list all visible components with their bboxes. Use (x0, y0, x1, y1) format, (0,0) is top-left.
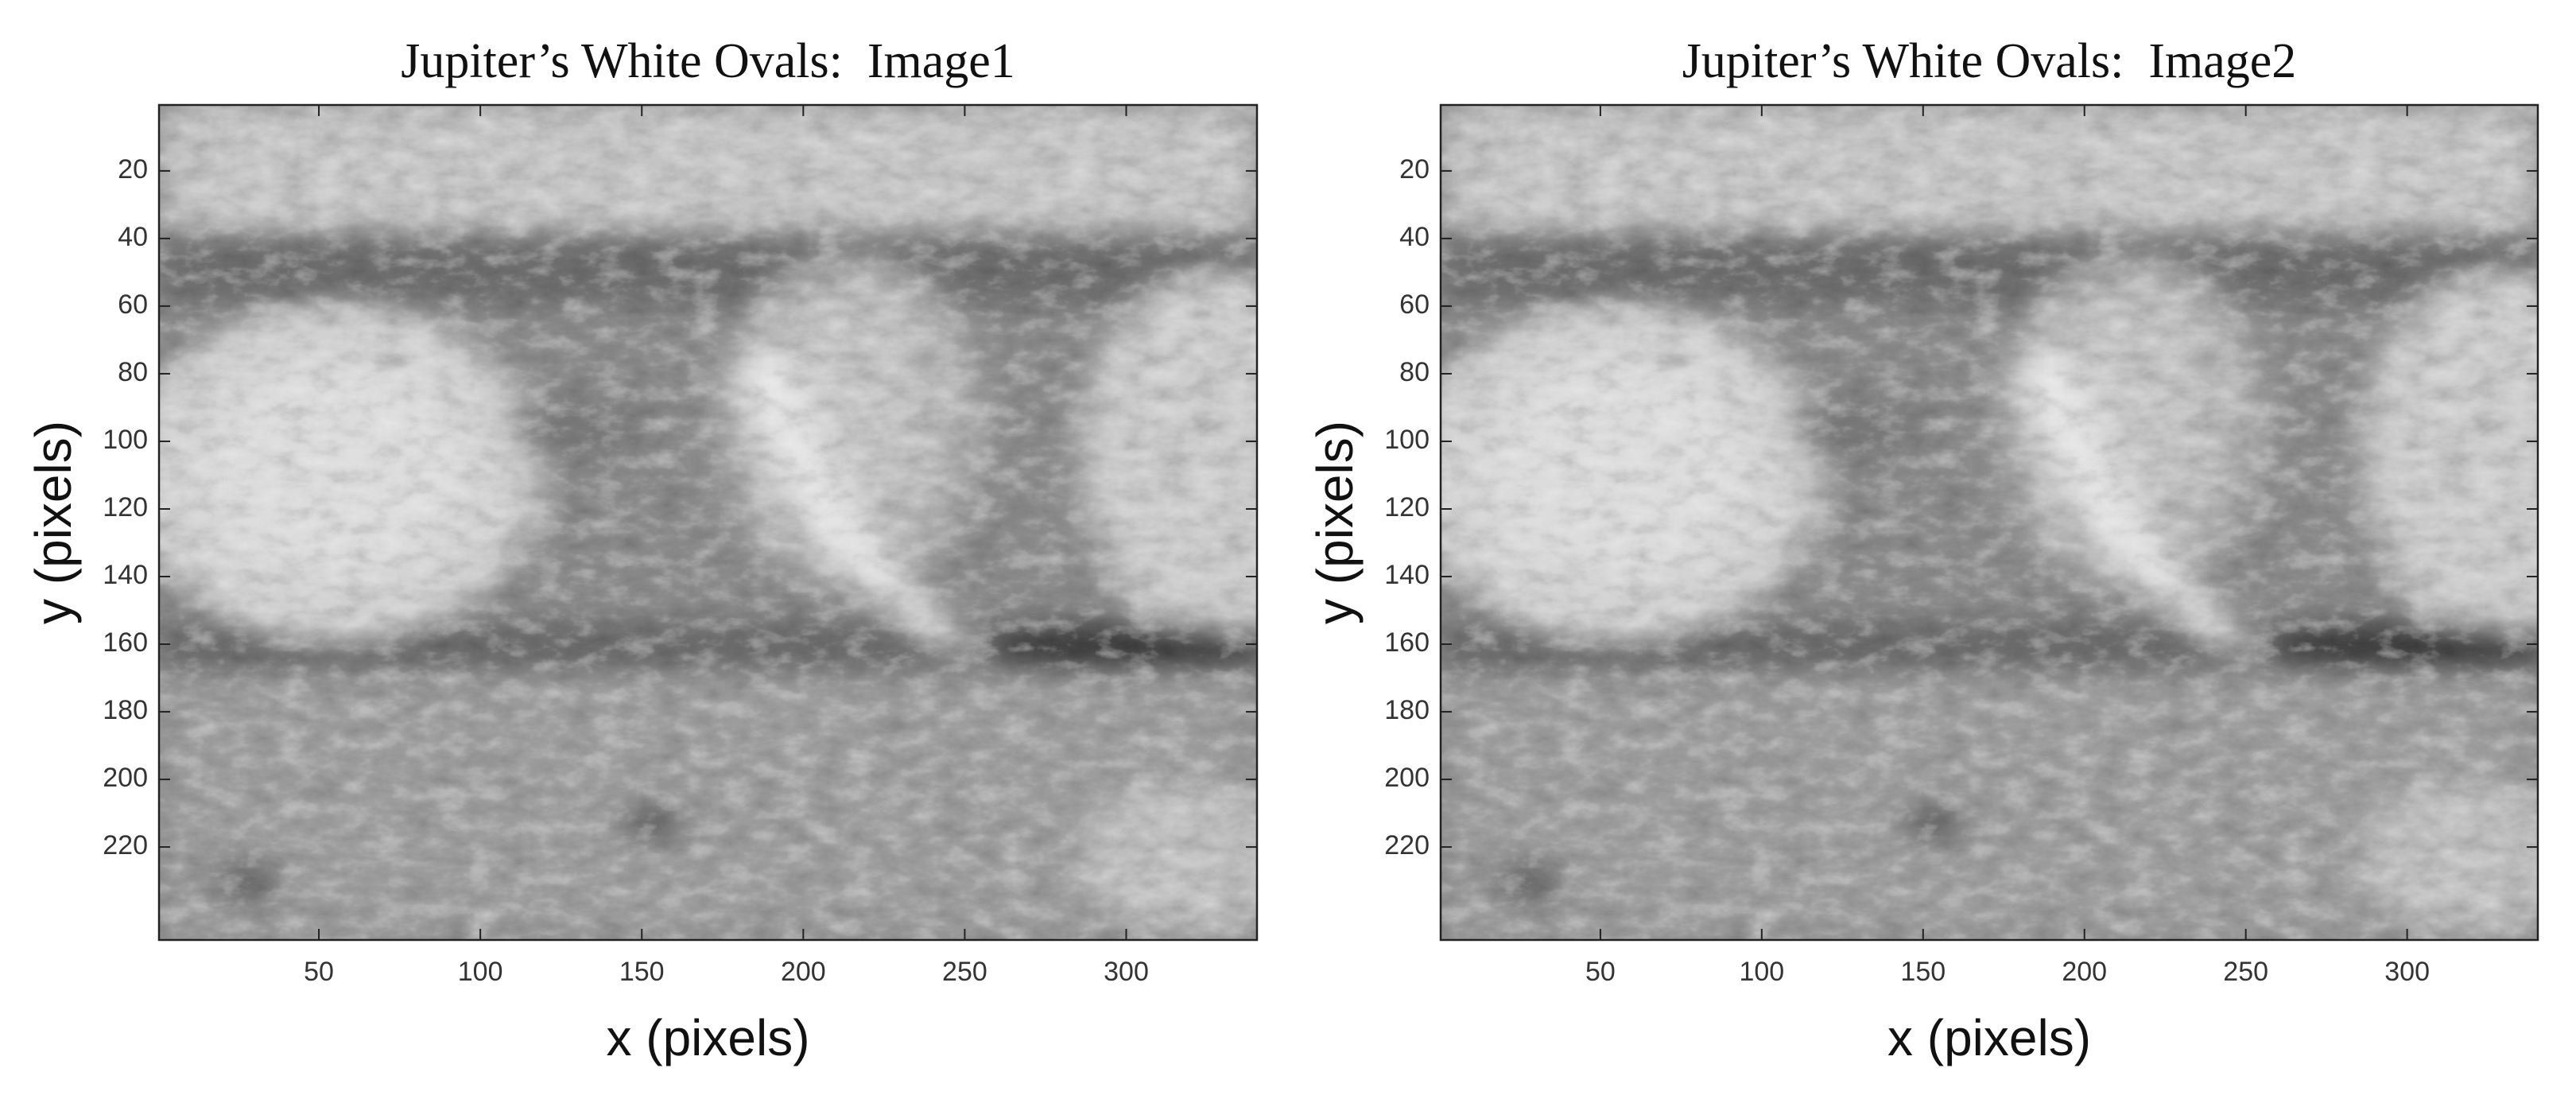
x-tick-label: 250 (942, 957, 987, 987)
y-tick-label: 40 (118, 222, 148, 252)
x-tick-label: 50 (1585, 957, 1616, 987)
x-axis-label: x (pixels) (606, 1009, 809, 1066)
x-tick-label: 200 (2062, 957, 2107, 987)
x-tick-label: 250 (2223, 957, 2268, 987)
x-tick-label: 50 (304, 957, 334, 987)
y-tick-label: 60 (118, 289, 148, 320)
y-tick-label: 120 (103, 492, 148, 522)
y-tick-label: 100 (103, 425, 148, 455)
x-axis-label: x (pixels) (1887, 1009, 2091, 1066)
chart-title: Jupiter’s White Ovals: Image1 (401, 34, 1015, 88)
y-tick-label: 220 (1384, 830, 1430, 860)
y-tick-label: 140 (103, 560, 148, 590)
y-tick-label: 160 (103, 627, 148, 658)
y-tick-label: 220 (103, 830, 148, 860)
image (126, 105, 1345, 940)
image (1408, 105, 2576, 940)
x-tick-label: 100 (458, 957, 503, 987)
panel: Jupiter’s White Ovals: Image2 50 100 150 200… (1306, 34, 2576, 1066)
y-tick-label: 80 (118, 357, 148, 387)
y-axis-label: y (pixels) (1306, 421, 1364, 624)
panel: Jupiter’s White Ovals: Image1 50 100 150 200… (25, 34, 1345, 1066)
chart-title: Jupiter’s White Ovals: Image2 (1682, 34, 2297, 88)
y-tick-label: 20 (1399, 154, 1430, 184)
axes-frame (1439, 103, 2539, 942)
y-tick-label: 200 (1384, 763, 1430, 793)
x-tick-label: 150 (619, 957, 665, 987)
y-tick-label: 200 (103, 763, 148, 793)
x-tick-label: 300 (2384, 957, 2430, 987)
y-tick-label: 80 (1399, 357, 1430, 387)
y-tick-label: 160 (1384, 627, 1430, 658)
y-tick-label: 20 (118, 154, 148, 184)
y-tick-label: 140 (1384, 560, 1430, 590)
y-axis-label: y (pixels) (25, 421, 82, 624)
axes-frame (157, 103, 1259, 942)
x-tick-label: 300 (1104, 957, 1149, 987)
x-tick-label: 100 (1739, 957, 1784, 987)
y-tick-label: 120 (1384, 492, 1430, 522)
x-tick-label: 150 (1900, 957, 1946, 987)
x-tick-label: 200 (781, 957, 826, 987)
y-tick-label: 60 (1399, 289, 1430, 320)
y-tick-label: 40 (1399, 222, 1430, 252)
y-tick-label: 180 (103, 695, 148, 725)
y-tick-label: 100 (1384, 425, 1430, 455)
y-tick-label: 180 (1384, 695, 1430, 725)
